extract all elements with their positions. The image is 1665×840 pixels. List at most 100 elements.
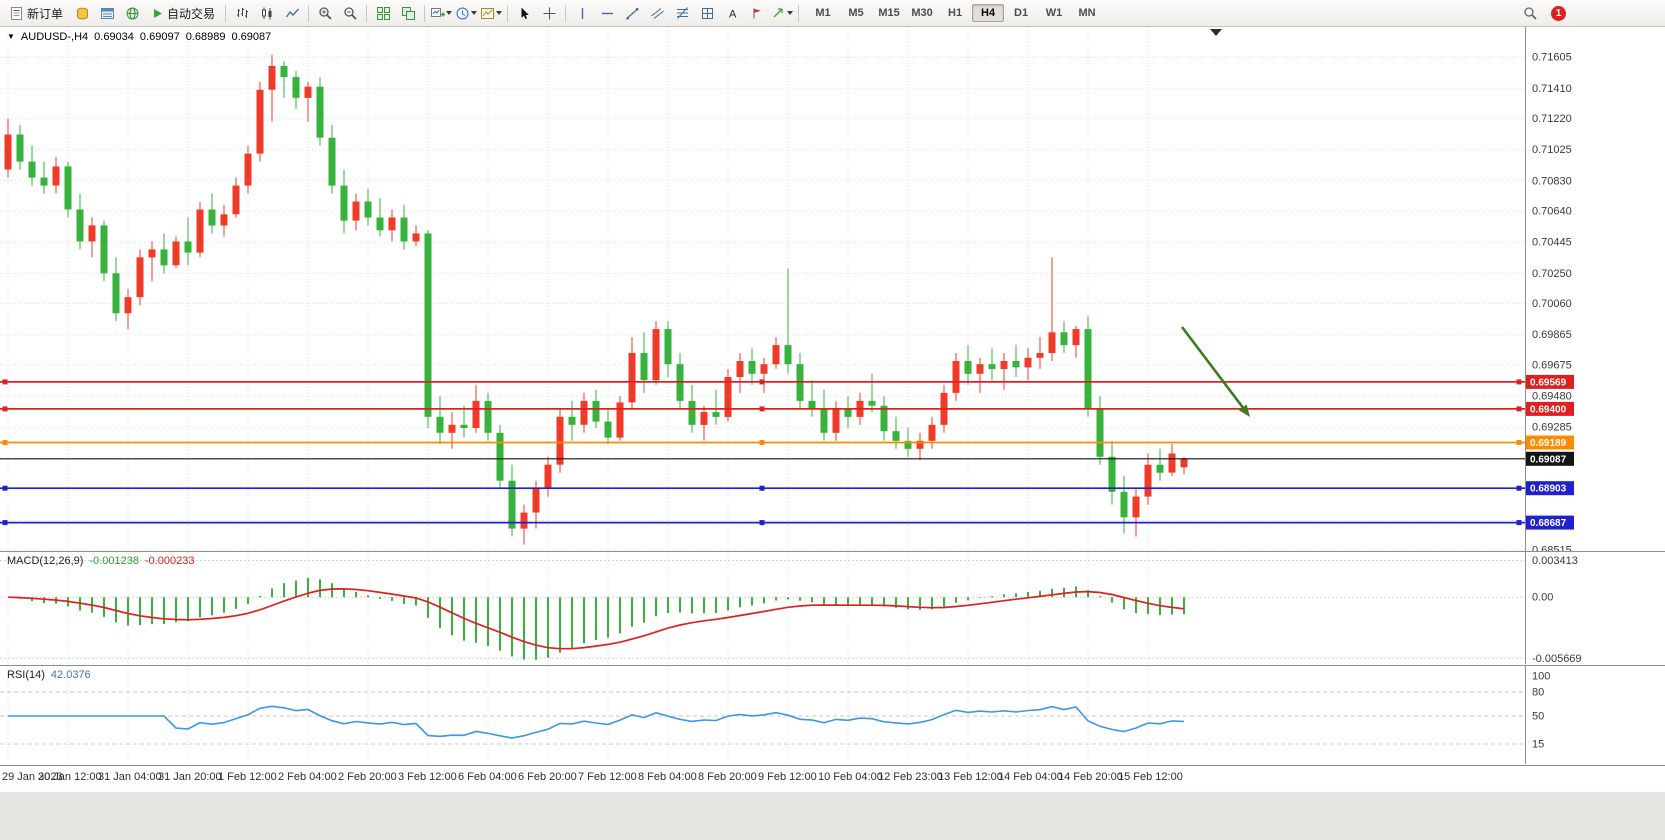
- trendline-icon: [626, 7, 638, 19]
- timeframe-button-h1[interactable]: H1: [948, 7, 963, 19]
- template-icon: [481, 7, 495, 19]
- toolbar-separator: [225, 4, 227, 22]
- macd-main-value: -0.001238: [89, 555, 139, 567]
- rsi-panel[interactable]: RSI(14) 42.0376 100 80 50 15: [0, 665, 1665, 765]
- new-chart-plus-icon: [431, 7, 446, 17]
- new-chart-button[interactable]: [429, 2, 453, 25]
- symbol-dropdown-icon[interactable]: ▼: [7, 32, 15, 41]
- chart-ohlc-header: ▼ AUDUSD-,H4 0.69034 0.69097 0.68989 0.6…: [7, 31, 271, 43]
- crosshair-tool-button[interactable]: [537, 2, 561, 25]
- toolbar-separator: [507, 4, 509, 22]
- vertical-line-tool-button[interactable]: [570, 2, 594, 25]
- price-chart-panel[interactable]: ▼ AUDUSD-,H4 0.69034 0.69097 0.68989 0.6…: [0, 27, 1665, 551]
- high-value: 0.69097: [139, 31, 180, 43]
- zoom-in-icon: [318, 6, 332, 20]
- time-axis-label: 6 Feb 04:00: [458, 771, 517, 783]
- time-axis-label: 14 Feb 04:00: [998, 771, 1063, 783]
- macd-chart: 0.003413 0.00 -0.005669: [0, 552, 1582, 664]
- toolbar-separator: [798, 4, 800, 22]
- horizontal-line-tool-button[interactable]: [595, 2, 619, 25]
- timeframe-button-m15[interactable]: M15: [878, 7, 900, 19]
- time-axis-label: 30 Jan 12:00: [38, 771, 102, 783]
- timeframe-button-h4[interactable]: H4: [972, 4, 1005, 22]
- fibonacci-tool-button[interactable]: [670, 2, 694, 25]
- label-tool-button[interactable]: [745, 2, 769, 25]
- grid-tool-button[interactable]: [695, 2, 719, 25]
- time-axis-label: 31 Jan 04:00: [98, 771, 162, 783]
- fibonacci-icon: [676, 6, 688, 19]
- chevron-down-icon: [471, 11, 478, 15]
- zoom-out-button[interactable]: [338, 2, 362, 25]
- window-background: [0, 789, 1665, 840]
- close-value: 0.69087: [231, 31, 272, 43]
- text-tool-button[interactable]: A: [720, 2, 744, 25]
- timeframe-button-mn[interactable]: MN: [1078, 7, 1096, 19]
- new-order-label: 新订单: [27, 6, 64, 21]
- template-button[interactable]: [479, 2, 503, 25]
- svg-text:15: 15: [1532, 739, 1544, 751]
- tile-windows-button[interactable]: [371, 2, 395, 25]
- text-icon: A: [729, 8, 737, 20]
- timeframe-button-d1[interactable]: D1: [1014, 7, 1029, 19]
- navigator-button[interactable]: [120, 2, 144, 25]
- timeframe-button-m1[interactable]: M1: [815, 7, 831, 19]
- bar-chart-mode-button[interactable]: [230, 2, 254, 25]
- svg-text:0.68687: 0.68687: [1530, 518, 1567, 529]
- search-button[interactable]: [1518, 2, 1542, 25]
- trendline-tool-button[interactable]: [620, 2, 644, 25]
- period-clock-icon: [456, 7, 469, 19]
- new-order-icon: [11, 6, 22, 20]
- svg-text:0.71410: 0.71410: [1532, 83, 1572, 95]
- svg-text:0.68515: 0.68515: [1532, 545, 1572, 552]
- open-value: 0.69034: [94, 31, 134, 43]
- svg-text:0.68903: 0.68903: [1530, 484, 1567, 495]
- channel-icon: [650, 7, 664, 19]
- market-watch-icon: [100, 7, 114, 19]
- svg-text:0.70640: 0.70640: [1532, 206, 1572, 218]
- symbols-button[interactable]: [70, 2, 94, 25]
- svg-text:80: 80: [1532, 687, 1544, 699]
- zoom-in-button[interactable]: [313, 2, 337, 25]
- timeframe-button-w1[interactable]: W1: [1045, 7, 1063, 19]
- macd-panel[interactable]: MACD(12,26,9) -0.001238 -0.000233 0.0034…: [0, 551, 1665, 665]
- svg-text:0.69189: 0.69189: [1530, 438, 1567, 449]
- new-order-button[interactable]: 新订单: [3, 2, 69, 25]
- timeframe-button-m5[interactable]: M5: [848, 7, 864, 19]
- time-axis-label: 7 Feb 12:00: [578, 771, 637, 783]
- time-axis-label: 3 Feb 12:00: [398, 771, 457, 783]
- svg-text:0.00: 0.00: [1532, 592, 1553, 604]
- timeframe-button-m30[interactable]: M30: [911, 7, 933, 19]
- time-axis-label: 15 Feb 12:00: [1118, 771, 1183, 783]
- rsi-name: RSI(14): [7, 669, 45, 681]
- rsi-label: RSI(14) 42.0376: [7, 669, 91, 681]
- candlestick-mode-button[interactable]: [255, 2, 279, 25]
- time-axis-label: 12 Feb 23:00: [878, 771, 943, 783]
- cursor-arrow-icon: [521, 7, 529, 19]
- period-button[interactable]: [454, 2, 478, 25]
- time-axis[interactable]: 29 Jan 2023 30 Jan 12:00 31 Jan 04:00 31 Ja…: [0, 765, 1665, 792]
- line-chart-mode-button[interactable]: [280, 2, 304, 25]
- cascade-windows-button[interactable]: [396, 2, 420, 25]
- toolbar-separator: [565, 4, 567, 22]
- search-icon: [1523, 6, 1537, 20]
- time-axis-label: 13 Feb 12:00: [938, 771, 1003, 783]
- time-axis-label: 14 Feb 20:00: [1058, 771, 1123, 783]
- cursor-tool-button[interactable]: [512, 2, 536, 25]
- svg-text:A: A: [729, 8, 737, 20]
- time-axis-label: 8 Feb 20:00: [698, 771, 757, 783]
- cascade-windows-icon: [401, 6, 415, 20]
- time-axis-label: 6 Feb 20:00: [518, 771, 577, 783]
- timeframe-group: M1 M5 M15 M30 H1 H4 D1 W1 MN: [807, 4, 1103, 22]
- auto-trading-button[interactable]: 自动交易: [145, 2, 221, 25]
- arrow-object-icon: [773, 7, 783, 17]
- notification-badge[interactable]: 1: [1551, 5, 1566, 21]
- tile-windows-icon: [376, 6, 390, 20]
- macd-signal-value: -0.000233: [144, 555, 195, 567]
- channel-tool-button[interactable]: [645, 2, 669, 25]
- symbol-label: AUDUSD-,H4: [20, 31, 89, 43]
- auto-trading-play-icon: [154, 8, 163, 18]
- svg-text:100: 100: [1532, 671, 1550, 683]
- market-watch-button[interactable]: [95, 2, 119, 25]
- arrows-tool-button[interactable]: [770, 2, 794, 25]
- auto-trading-label: 自动交易: [167, 6, 216, 21]
